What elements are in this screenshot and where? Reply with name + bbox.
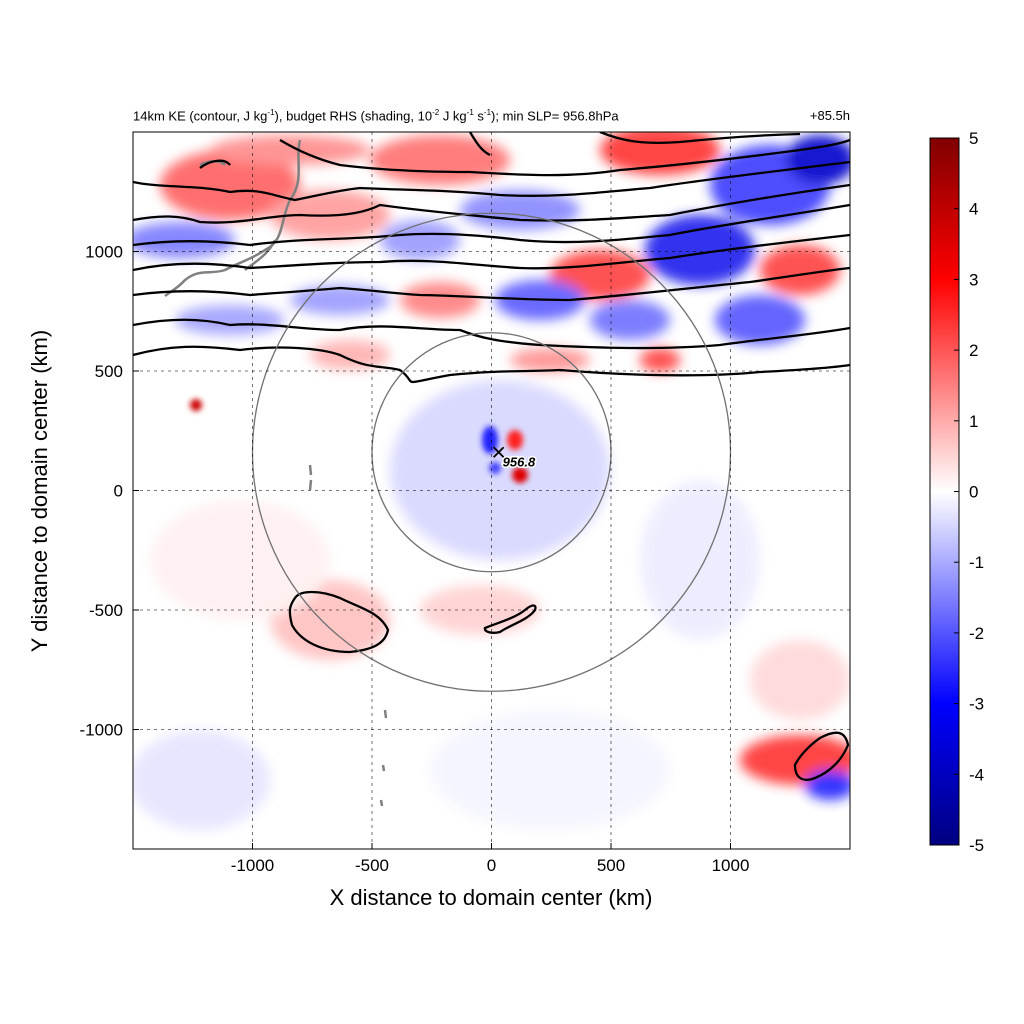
colorbar-tick-label: -2 [969, 624, 984, 643]
chart-title: 14km KE (contour, J kg-1), budget RHS (s… [133, 108, 619, 124]
colorbar-tick-label: -3 [969, 695, 984, 714]
storm-center-cross [493, 446, 505, 458]
x-tick-label: 1000 [712, 856, 750, 875]
range-circle [251, 212, 732, 692]
colorbar-tick-label: -4 [969, 765, 984, 784]
x-axis: -1000 -500 0 500 1000 [231, 843, 750, 875]
colorbar-tick-label: 1 [969, 412, 978, 431]
colorbar-tick-label: 2 [969, 341, 978, 360]
y-axis-label: Y distance to domain center (km) [27, 329, 52, 653]
y-tick-label: -500 [89, 601, 123, 620]
y-tick-label: 1000 [85, 243, 123, 262]
x-axis-label: X distance to domain center (km) [329, 885, 653, 910]
x-tick-label: 500 [597, 856, 625, 875]
y-tick-label: -1000 [80, 721, 123, 740]
colorbar-tick-label: 4 [969, 200, 978, 219]
ke-contours [133, 132, 850, 781]
range-circles [251, 212, 732, 692]
x-tick-label: -1000 [231, 856, 274, 875]
colorbar-tick-label: -1 [969, 553, 984, 572]
x-tick-label: -500 [355, 856, 389, 875]
y-axis: -1000 -500 0 500 1000 [80, 243, 139, 740]
storm-center-marker: 956.8 [493, 446, 537, 471]
y-tick-label: 500 [95, 362, 123, 381]
gridlines [133, 132, 850, 849]
range-circle [371, 332, 612, 573]
colorbar-tick-label: 0 [969, 483, 978, 502]
x-tick-label: 0 [487, 856, 496, 875]
min-slp-label: 956.8 [503, 454, 536, 469]
colorbar-tick-label: 3 [969, 270, 978, 289]
colorbar-tick-label: -5 [969, 836, 984, 855]
forecast-hour: +85.5h [809, 108, 850, 123]
y-tick-label: 0 [114, 482, 123, 501]
colorbar-ticks: 5 4 3 2 1 0 -1 -2 -3 -4 -5 [954, 129, 984, 855]
colorbar-tick-label: 5 [969, 129, 978, 148]
